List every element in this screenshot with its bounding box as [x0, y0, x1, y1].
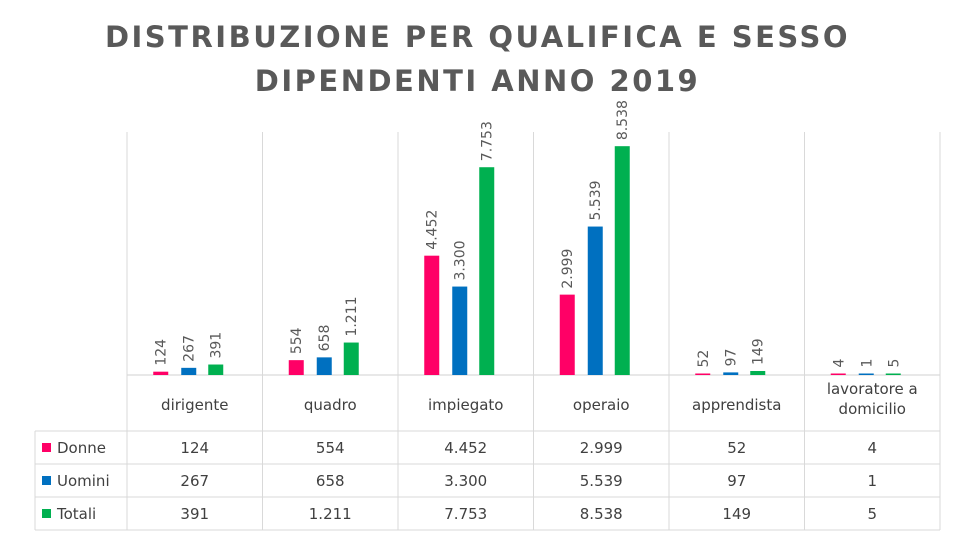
bar-uomini [452, 286, 468, 375]
data-label: 1 [859, 359, 875, 368]
bar-totali [750, 371, 766, 375]
data-label: 97 [724, 349, 740, 367]
data-label: 1.211 [344, 296, 360, 336]
data-label: 7.753 [480, 121, 496, 161]
bar-totali [479, 167, 495, 375]
bar-uomini [316, 357, 332, 375]
legend-key-uomini [42, 476, 51, 485]
bar-totali [885, 373, 901, 375]
bar-totali [614, 146, 630, 375]
category-label: operaio [573, 396, 630, 414]
legend-key-totali [42, 509, 51, 518]
data-label: 5 [886, 359, 902, 368]
data-label: 5.539 [588, 180, 604, 220]
bar-donne [695, 373, 711, 375]
chart-title-line1: DISTRIBUZIONE PER QUALIFICA E SESSO [104, 20, 851, 54]
data-label: 8.538 [615, 100, 631, 140]
table-cell: 1 [867, 472, 877, 490]
table-cell: 7.753 [444, 505, 487, 523]
table-cell: 5.539 [580, 472, 623, 490]
bar-totali [343, 342, 359, 375]
data-label: 2.999 [560, 249, 576, 289]
chart-title-line2: DIPENDENTI ANNO 2019 [254, 64, 701, 98]
category-label: dirigente [161, 396, 228, 414]
category-label: lavoratore a [827, 380, 918, 398]
table-cell: 554 [316, 439, 345, 457]
bar-uomini [587, 226, 603, 375]
bar-donne [830, 373, 846, 375]
bar-uomini [181, 367, 197, 375]
data-label: 52 [696, 350, 712, 368]
table-cell: 97 [727, 472, 746, 490]
table-cell: 4.452 [444, 439, 487, 457]
table-cell: 3.300 [444, 472, 487, 490]
data-label: 4 [831, 359, 847, 368]
category-label: domicilio [839, 400, 906, 418]
data-label: 149 [751, 338, 767, 365]
table-cell: 52 [727, 439, 746, 457]
bar-donne [424, 255, 440, 375]
bar-donne [288, 360, 304, 375]
bar-uomini [723, 372, 739, 375]
data-label: 4.452 [425, 210, 441, 250]
table-cell: 8.538 [580, 505, 623, 523]
bar-uomini [858, 373, 874, 375]
table-cell: 149 [722, 505, 751, 523]
table-cell: 124 [180, 439, 209, 457]
table-cell: 267 [180, 472, 209, 490]
bar-totali [208, 364, 224, 375]
legend-label: Uomini [57, 472, 110, 490]
legend-label: Donne [57, 439, 106, 457]
table-cell: 2.999 [580, 439, 623, 457]
category-label: apprendista [692, 396, 781, 414]
data-label: 391 [209, 332, 225, 359]
category-label: impiegato [428, 396, 503, 414]
data-label: 267 [182, 335, 198, 362]
table-cell: 658 [316, 472, 345, 490]
legend-label: Totali [56, 505, 96, 523]
legend-key-donne [42, 443, 51, 452]
table-cell: 5 [867, 505, 877, 523]
data-label: 124 [154, 339, 170, 366]
data-label: 554 [289, 327, 305, 354]
data-label: 658 [317, 325, 333, 352]
data-label: 3.300 [453, 240, 469, 280]
table-cell: 391 [180, 505, 209, 523]
bar-donne [559, 294, 575, 375]
category-label: quadro [304, 396, 357, 414]
table-cell: 4 [867, 439, 877, 457]
bar-donne [153, 371, 169, 375]
table-cell: 1.211 [309, 505, 352, 523]
